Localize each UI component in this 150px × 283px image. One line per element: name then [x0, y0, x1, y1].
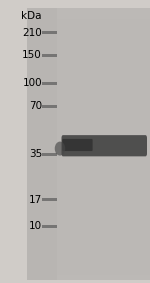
FancyBboxPatch shape	[42, 153, 57, 156]
FancyBboxPatch shape	[42, 198, 57, 201]
Ellipse shape	[55, 142, 65, 156]
FancyBboxPatch shape	[42, 82, 57, 85]
FancyBboxPatch shape	[62, 139, 93, 151]
FancyBboxPatch shape	[0, 0, 27, 283]
FancyBboxPatch shape	[61, 135, 147, 156]
FancyBboxPatch shape	[27, 8, 150, 280]
Text: 17: 17	[29, 194, 42, 205]
Text: 100: 100	[22, 78, 42, 89]
FancyBboxPatch shape	[57, 8, 150, 280]
Text: 35: 35	[29, 149, 42, 159]
FancyBboxPatch shape	[42, 225, 57, 228]
FancyBboxPatch shape	[42, 105, 57, 108]
Text: 150: 150	[22, 50, 42, 60]
Text: 210: 210	[22, 27, 42, 38]
Text: kDa: kDa	[21, 10, 42, 21]
FancyBboxPatch shape	[42, 31, 57, 34]
Text: 70: 70	[29, 101, 42, 111]
FancyBboxPatch shape	[42, 54, 57, 57]
Text: 10: 10	[29, 221, 42, 231]
